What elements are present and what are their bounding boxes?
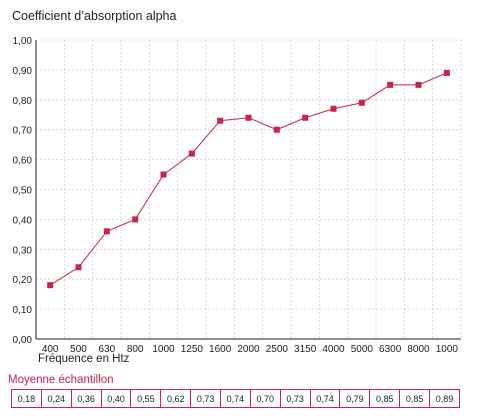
x-tick-label: 1000 bbox=[152, 344, 175, 355]
sample-table-label: Moyenne échantillon bbox=[8, 374, 114, 386]
data-point bbox=[358, 99, 365, 106]
x-tick-label: 630 bbox=[98, 344, 115, 355]
sample-table-cell: 0,89 bbox=[429, 389, 460, 408]
x-tick-label: 1000 bbox=[436, 344, 459, 355]
x-tick-label: 6300 bbox=[379, 344, 402, 355]
sample-table-cell: 0,18 bbox=[11, 389, 42, 408]
y-tick-label: 0,60 bbox=[13, 156, 33, 167]
sample-table-cell: 0,79 bbox=[339, 389, 371, 408]
x-tick-label: 1600 bbox=[209, 344, 232, 355]
x-tick-label: 2500 bbox=[266, 344, 289, 355]
y-tick-label: 0,20 bbox=[13, 275, 33, 286]
sample-table-cell: 0,55 bbox=[130, 389, 162, 408]
sample-table-cell: 0,73 bbox=[190, 389, 222, 408]
y-tick-label: 0,50 bbox=[13, 186, 33, 197]
data-point bbox=[217, 117, 224, 124]
y-tick-label: 0,80 bbox=[13, 96, 33, 107]
sample-table: 0,18 0,24 0,36 0,40 0,55 0,62 0,73 0,74 0,70 0,73… bbox=[11, 389, 460, 408]
data-point bbox=[132, 216, 139, 223]
x-tick-label: 4000 bbox=[322, 344, 345, 355]
x-axis-label: Fréquence en Htz bbox=[38, 353, 130, 365]
data-point bbox=[245, 114, 252, 121]
sample-table-cell: 0,85 bbox=[369, 389, 401, 408]
y-tick-label: 0,30 bbox=[13, 245, 33, 256]
y-tick-label: 1,00 bbox=[13, 36, 33, 47]
sample-table-cell: 0,73 bbox=[279, 389, 311, 408]
x-tick-label: 5000 bbox=[351, 344, 374, 355]
data-point bbox=[188, 150, 195, 157]
x-tick-label: 1250 bbox=[181, 344, 204, 355]
series-line bbox=[49, 72, 448, 286]
data-point bbox=[443, 69, 450, 76]
sample-table-cell: 0,40 bbox=[100, 389, 132, 408]
data-point bbox=[387, 81, 394, 88]
x-tick-label: 500 bbox=[70, 344, 87, 355]
data-point bbox=[160, 171, 167, 178]
data-point bbox=[302, 114, 309, 121]
data-point bbox=[415, 81, 422, 88]
y-tick-label: 0,90 bbox=[13, 66, 33, 77]
x-tick-label: 8000 bbox=[407, 344, 430, 355]
sample-table-row: 0,18 0,24 0,36 0,40 0,55 0,62 0,73 0,74 0,70 0,73… bbox=[11, 389, 460, 408]
y-tick-label: 0,00 bbox=[13, 335, 33, 346]
sample-table-cell: 0,36 bbox=[70, 389, 102, 408]
y-tick-label: 0,40 bbox=[13, 215, 33, 226]
x-tick-label: 2000 bbox=[237, 344, 260, 355]
sample-table-cell: 0,62 bbox=[160, 389, 192, 408]
sample-table-cell: 0,74 bbox=[309, 389, 341, 408]
x-tick-label: 800 bbox=[127, 344, 144, 355]
data-point bbox=[330, 105, 337, 112]
data-point bbox=[273, 126, 280, 133]
sample-table-cell: 0,85 bbox=[399, 389, 431, 408]
sample-table-cell: 0,70 bbox=[249, 389, 281, 408]
data-point bbox=[47, 282, 54, 289]
y-tick-label: 0,70 bbox=[13, 126, 33, 137]
y-tick-label: 0,10 bbox=[13, 305, 33, 316]
chart-title: Coefficient d’absorption alpha bbox=[12, 9, 177, 23]
x-tick-label: 3150 bbox=[294, 344, 317, 355]
data-point bbox=[103, 228, 110, 235]
data-point bbox=[75, 264, 82, 271]
sample-table-cell: 0,74 bbox=[220, 389, 251, 408]
x-tick-label: 400 bbox=[42, 344, 59, 355]
sample-table-cell: 0,24 bbox=[40, 389, 72, 408]
